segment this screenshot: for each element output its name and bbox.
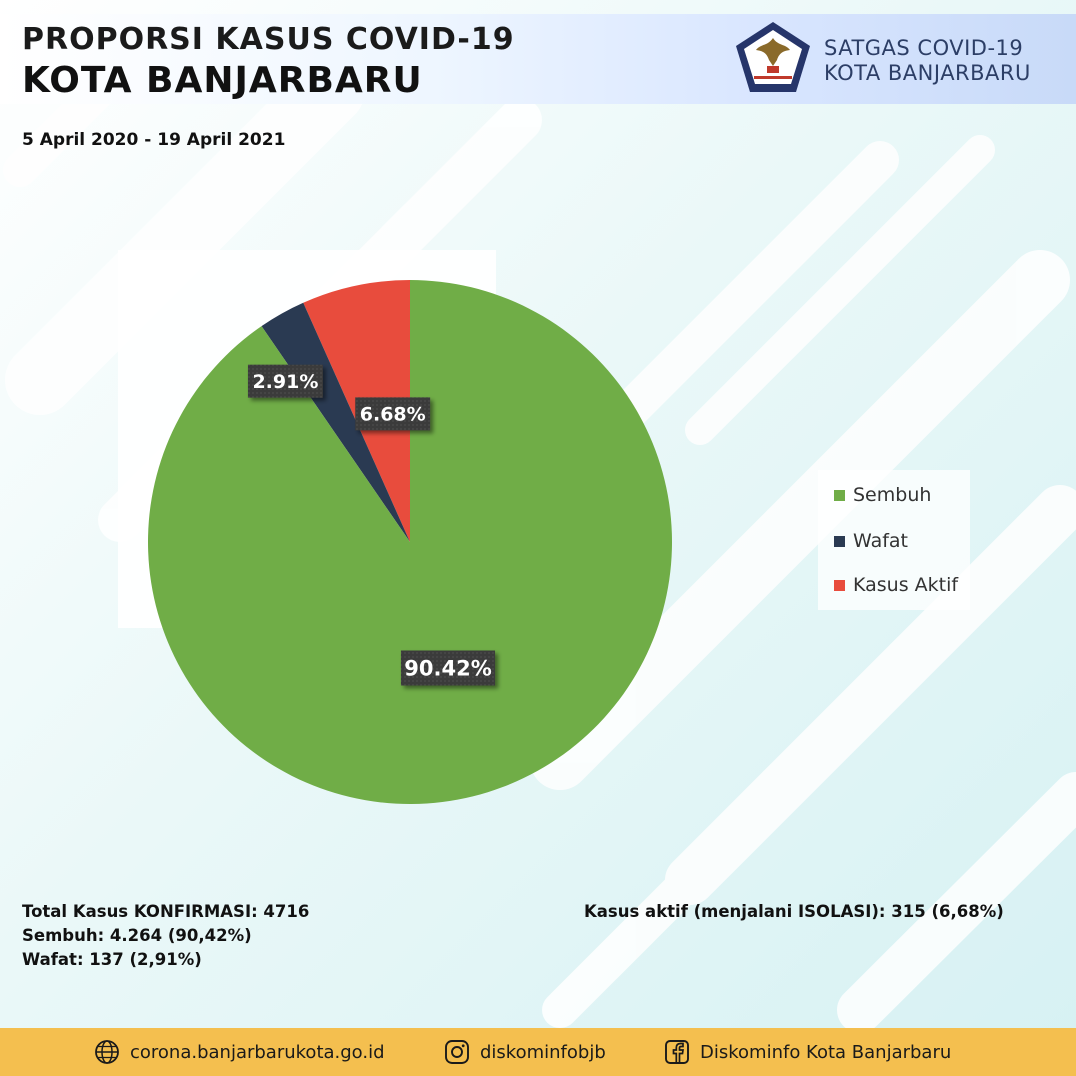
pie-slice-sembuh [148, 279, 672, 804]
data-label-text: 90.42% [404, 657, 491, 681]
chart-legend: Sembuh Wafat Kasus Aktif [818, 470, 970, 610]
satgas-logo-icon [736, 22, 810, 92]
title-banner [0, 14, 1076, 104]
footer-bar: corona.banjarbarukota.go.id diskominfobj… [0, 1028, 1076, 1076]
org-line2: KOTA BANJARBARU [824, 61, 1031, 85]
legend-item-wafat: Wafat [834, 530, 908, 552]
page-title-line2: KOTA BANJARBARU [22, 60, 423, 101]
summary-aktif: Kasus aktif (menjalani ISOLASI): 315 (6,… [584, 902, 1004, 921]
footer-facebook-label: Diskominfo Kota Banjarbaru [700, 1041, 952, 1063]
legend-item-kasus-aktif: Kasus Aktif [834, 574, 958, 596]
globe-icon [95, 1040, 119, 1064]
summary-sembuh: Sembuh: 4.264 (90,42%) [22, 926, 252, 945]
data-label-text: 2.91% [252, 371, 318, 393]
organization-name: SATGAS COVID-19 KOTA BANJARBARU [824, 36, 1031, 86]
summary-total: Total Kasus KONFIRMASI: 4716 [22, 902, 310, 921]
pie-slice-wafat [261, 302, 410, 542]
data-label-kasus-aktif: 6.68% [355, 397, 431, 431]
legend-label-sembuh: Sembuh [853, 484, 932, 506]
org-line1: SATGAS COVID-19 [824, 36, 1024, 60]
legend-label-kasus-aktif: Kasus Aktif [853, 574, 959, 596]
legend-item-sembuh: Sembuh [834, 484, 931, 506]
summary-right: Kasus aktif (menjalani ISOLASI): 315 (6,… [584, 900, 1004, 924]
footer-facebook[interactable]: Diskominfo Kota Banjarbaru [664, 1039, 951, 1065]
data-label-sembuh: 90.42% [400, 650, 496, 686]
legend-label-wafat: Wafat [853, 530, 908, 552]
footer-website[interactable]: corona.banjarbarukota.go.id [94, 1039, 385, 1065]
page-title-line1: PROPORSI KASUS COVID-19 [22, 22, 515, 57]
instagram-icon [445, 1040, 469, 1064]
period-label: 5 April 2020 - 19 April 2021 [22, 130, 286, 150]
legend-swatch-wafat [834, 535, 845, 547]
data-label-wafat: 2.91% [247, 364, 323, 398]
footer-website-label: corona.banjarbarukota.go.id [130, 1041, 385, 1063]
footer-instagram-label: diskominfobjb [480, 1041, 606, 1063]
legend-swatch-sembuh [834, 489, 845, 501]
facebook-icon [665, 1040, 689, 1064]
data-label-text: 6.68% [360, 404, 426, 426]
legend-swatch-kasus-aktif [834, 579, 845, 591]
footer-instagram[interactable]: diskominfobjb [444, 1039, 606, 1065]
summary-left: Total Kasus KONFIRMASI: 4716 Sembuh: 4.2… [22, 900, 309, 972]
summary-wafat: Wafat: 137 (2,91%) [22, 950, 202, 969]
